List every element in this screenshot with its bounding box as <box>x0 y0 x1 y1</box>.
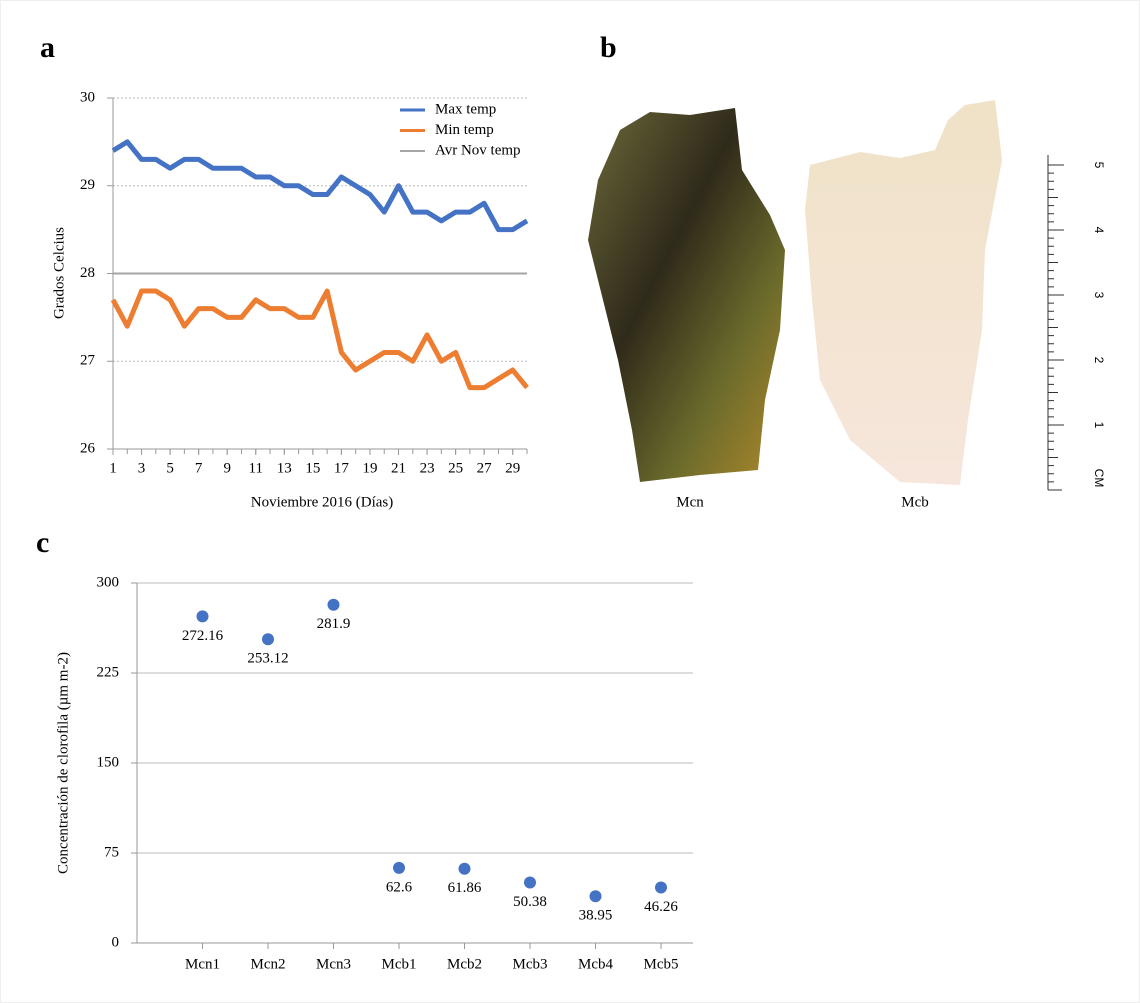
x-tick-label: 21 <box>391 460 406 476</box>
point <box>655 881 667 894</box>
x-tick-label: Mcn3 <box>316 956 351 972</box>
x-tick-label: 13 <box>277 460 292 476</box>
x-tick-label: 7 <box>195 460 203 476</box>
scale-label: 1 <box>1092 422 1106 429</box>
x-tick-label: Mcb5 <box>644 956 679 972</box>
point <box>262 633 274 646</box>
series-line <box>111 139 529 233</box>
panel-label: a <box>40 31 55 64</box>
data-label: 272.16 <box>182 628 224 644</box>
y-tick-label: 30 <box>80 89 95 105</box>
legend-label: Avr Nov temp <box>435 142 521 158</box>
y-tick-label: 75 <box>104 844 119 860</box>
x-tick-label: 27 <box>477 460 493 476</box>
y-tick-label: 0 <box>112 934 120 950</box>
x-tick-label: 19 <box>362 460 377 476</box>
point <box>327 598 340 611</box>
panel-label: c <box>36 526 49 559</box>
point <box>458 862 471 875</box>
scale-label: 3 <box>1092 292 1106 299</box>
data-label: 281.9 <box>317 616 351 632</box>
point <box>393 861 405 874</box>
data-label: 50.38 <box>513 894 547 910</box>
scale-label: 4 <box>1092 227 1106 234</box>
scale-label: 2 <box>1092 357 1106 364</box>
data-label: 62.6 <box>386 879 413 895</box>
photo-mcb <box>805 100 1002 485</box>
y-tick-label: 28 <box>80 265 95 281</box>
data-label: 61.86 <box>448 880 482 896</box>
y-tick-label: 225 <box>97 664 120 680</box>
legend-label: Min temp <box>435 122 494 138</box>
data-label: 38.95 <box>579 908 613 924</box>
y-tick-label: 27 <box>80 353 96 369</box>
x-tick-label: 25 <box>448 460 463 476</box>
x-tick-label: Mcn2 <box>251 956 286 972</box>
point <box>196 610 209 623</box>
x-tick-label: 5 <box>166 460 174 476</box>
y-tick-label: 26 <box>80 440 96 456</box>
x-axis-title: Noviembre 2016 (Días) <box>251 494 393 510</box>
y-tick-label: 29 <box>80 177 95 193</box>
data-label: 46.26 <box>644 899 678 915</box>
x-tick-label: 29 <box>505 460 520 476</box>
point <box>524 876 536 889</box>
x-tick-label: 17 <box>334 460 350 476</box>
scale-label: 5 <box>1092 162 1106 169</box>
x-tick-label: Mcb1 <box>382 956 417 972</box>
photo-mcn <box>588 108 785 482</box>
y-tick-label: 150 <box>97 754 120 770</box>
data-label: 253.12 <box>247 651 288 667</box>
legend-label: Max temp <box>435 101 496 117</box>
x-tick-label: 11 <box>249 460 263 476</box>
x-tick-label: Mcn1 <box>185 956 220 972</box>
y-tick-label: 300 <box>97 574 120 590</box>
y-axis-title: Grados Celcius <box>51 227 67 319</box>
x-tick-label: 3 <box>138 460 146 476</box>
x-tick-label: 15 <box>305 460 320 476</box>
series-line <box>110 288 529 391</box>
panel-label: b <box>600 31 617 64</box>
photo-label: Mcb <box>901 494 929 510</box>
x-tick-label: 1 <box>109 460 117 476</box>
x-tick-label: 23 <box>420 460 435 476</box>
scale-unit: CM <box>1092 469 1106 488</box>
x-tick-label: 9 <box>223 460 231 476</box>
x-tick-label: Mcb3 <box>513 956 548 972</box>
y-axis-title: Concentración de clorofila (µm m-2) <box>55 652 71 874</box>
photo-label: Mcn <box>676 494 704 510</box>
x-tick-label: Mcb4 <box>578 956 613 972</box>
x-tick-label: Mcb2 <box>447 956 482 972</box>
point <box>589 890 602 903</box>
